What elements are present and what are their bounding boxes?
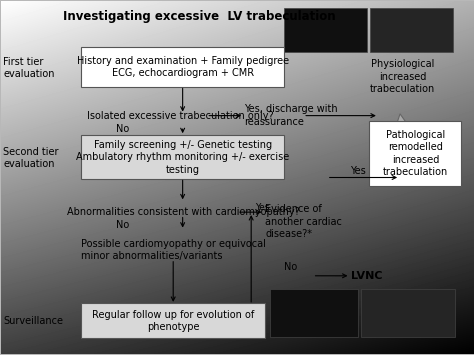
Text: No: No	[117, 124, 130, 134]
FancyBboxPatch shape	[284, 8, 367, 52]
Text: Physiological
increased
trabeculation: Physiological increased trabeculation	[370, 59, 435, 94]
Text: Evidence of
another cardiac
disease?*: Evidence of another cardiac disease?*	[265, 204, 342, 239]
Text: LVNC: LVNC	[351, 271, 383, 281]
Text: Yes: Yes	[350, 166, 366, 176]
Text: Abnormalities consistent with cardiomyopathy?: Abnormalities consistent with cardiomyop…	[67, 207, 300, 217]
FancyBboxPatch shape	[361, 289, 456, 337]
Text: No: No	[117, 220, 130, 230]
Text: No: No	[284, 262, 298, 272]
Text: Pathological
remodelled
increased
trabeculation: Pathological remodelled increased trabec…	[383, 130, 448, 177]
FancyBboxPatch shape	[370, 8, 453, 52]
Text: Yes: Yes	[255, 203, 269, 212]
Text: First tier
evaluation: First tier evaluation	[3, 57, 55, 79]
FancyBboxPatch shape	[270, 289, 357, 337]
FancyBboxPatch shape	[369, 121, 462, 186]
Text: Regular follow up for evolution of
phenotype: Regular follow up for evolution of pheno…	[92, 310, 255, 332]
Text: Isolated excessive trabeculation only?: Isolated excessive trabeculation only?	[87, 111, 274, 121]
FancyBboxPatch shape	[81, 47, 284, 87]
Text: Family screening +/- Genetic testing
Ambulatory rhythm monitoring +/- exercise
t: Family screening +/- Genetic testing Amb…	[76, 140, 289, 175]
Text: Investigating excessive  LV trabeculation: Investigating excessive LV trabeculation	[63, 10, 336, 23]
FancyBboxPatch shape	[81, 135, 284, 179]
Text: Possible cardiomyopathy or equivocal
minor abnormalities/variants: Possible cardiomyopathy or equivocal min…	[81, 239, 266, 261]
Text: Yes, discharge with
reassurance: Yes, discharge with reassurance	[244, 104, 337, 127]
Text: Surveillance: Surveillance	[3, 316, 63, 326]
Text: History and examination + Family pedigree
ECG, echocardiogram + CMR: History and examination + Family pedigre…	[77, 56, 289, 78]
Text: Second tier
evaluation: Second tier evaluation	[3, 147, 59, 169]
FancyBboxPatch shape	[81, 303, 265, 338]
Polygon shape	[376, 114, 450, 185]
